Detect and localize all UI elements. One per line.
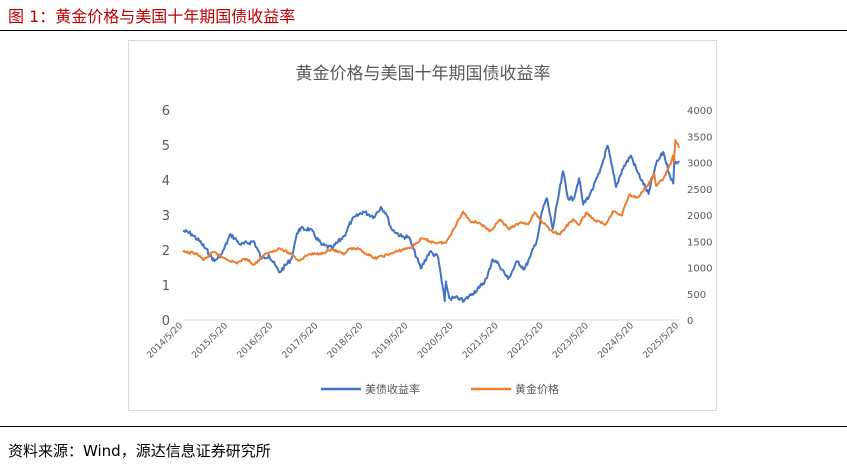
y-right-tick-label: 2500 [687, 185, 712, 196]
y-left-tick-label: 0 [162, 314, 170, 329]
x-tick-label: 2016/5/20 [236, 321, 276, 361]
series-line-gold-price [182, 138, 680, 266]
x-tick-label: 2024/5/20 [596, 321, 636, 361]
y-left-tick-label: 4 [162, 174, 170, 189]
y-left-tick-label: 3 [162, 209, 170, 224]
y-right-tick-label: 3000 [687, 159, 712, 170]
y-right-tick-label: 2000 [687, 211, 712, 222]
y-right-tick-label: 1000 [687, 264, 712, 275]
top-rule [0, 30, 847, 31]
y-right-axis: 0 500 1000 1500 2000 2500 3000 3500 4000 [687, 106, 712, 327]
source-note: 资料来源：Wind，源达信息证券研究所 [8, 442, 271, 460]
x-tick-label: 2020/5/20 [416, 321, 456, 361]
x-tick-label: 2021/5/20 [461, 321, 501, 361]
chart-title: 黄金价格与美国十年期国债收益率 [296, 64, 551, 84]
series-line-treasury-yield [182, 144, 680, 303]
x-tick-label: 2017/5/20 [281, 321, 321, 361]
bottom-rule [0, 426, 847, 427]
x-axis: 2014/5/20 2015/5/20 2016/5/20 2017/5/20 2018… [145, 321, 681, 361]
y-left-tick-label: 1 [162, 279, 170, 294]
x-tick-label: 2023/5/20 [551, 321, 591, 361]
y-left-axis: 0 1 2 3 4 5 6 [162, 104, 170, 329]
y-right-tick-label: 4000 [687, 106, 712, 117]
y-left-tick-label: 5 [162, 139, 170, 154]
x-tick-label: 2015/5/20 [190, 321, 230, 361]
x-tick-label: 2018/5/20 [326, 321, 366, 361]
x-tick-label: 2025/5/20 [641, 321, 681, 361]
x-tick-label: 2019/5/20 [371, 321, 411, 361]
chart-container: 黄金价格与美国十年期国债收益率 0 1 2 3 4 5 6 0 500 1000 1500 2000… [128, 40, 717, 411]
y-right-tick-label: 500 [687, 290, 706, 301]
y-right-tick-label: 3500 [687, 132, 712, 143]
figure-title: 图 1：黄金价格与美国十年期国债收益率 [8, 7, 296, 26]
chart-svg: 黄金价格与美国十年期国债收益率 0 1 2 3 4 5 6 0 500 1000 1500 2000… [145, 64, 712, 396]
legend-label: 黄金价格 [515, 382, 559, 396]
legend-label: 美债收益率 [365, 382, 420, 396]
plot-area [182, 138, 680, 303]
y-left-tick-label: 2 [162, 244, 170, 259]
y-right-tick-label: 0 [687, 316, 693, 327]
x-tick-label: 2022/5/20 [506, 321, 546, 361]
legend: 美债收益率 黄金价格 [321, 382, 559, 396]
y-right-tick-label: 1500 [687, 237, 712, 248]
y-left-tick-label: 6 [162, 104, 170, 119]
